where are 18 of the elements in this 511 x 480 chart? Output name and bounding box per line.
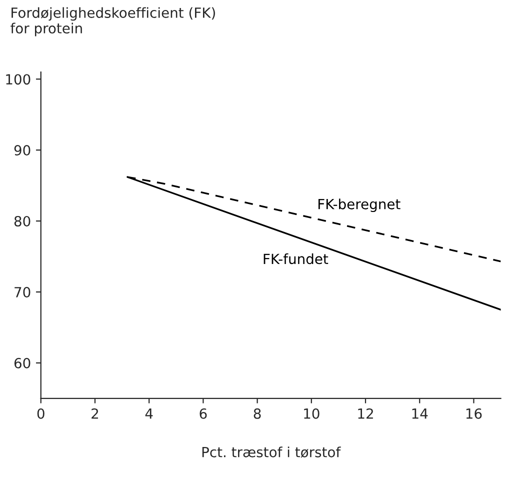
series-label: FK-fundet [264, 253, 328, 264]
y-axis-title: Fordøjelighedskoefficient (FK) for protein [10, 7, 215, 36]
y-tick-label: 90 [14, 145, 30, 156]
x-tick-label: 14 [412, 408, 428, 419]
x-tick-label: 4 [145, 408, 153, 419]
x-tick-label: 8 [254, 408, 261, 419]
y-tick-label: 60 [14, 358, 30, 368]
x-tick-label: 2 [92, 408, 98, 419]
x-tick-label: 0 [37, 408, 44, 419]
y-tick-label: 70 [14, 286, 30, 298]
series-label: FK-beregnet [318, 198, 400, 212]
x-tick-label: 12 [358, 408, 373, 419]
y-tick-label: 80 [14, 216, 30, 226]
y-tick-label: 100 [6, 74, 30, 85]
x-tick-label: 16 [466, 408, 482, 419]
x-tick-label: 6 [200, 408, 207, 419]
x-axis-title: Pct. træstof i tørstof [202, 446, 341, 458]
x-tick-label: 10 [304, 408, 320, 419]
